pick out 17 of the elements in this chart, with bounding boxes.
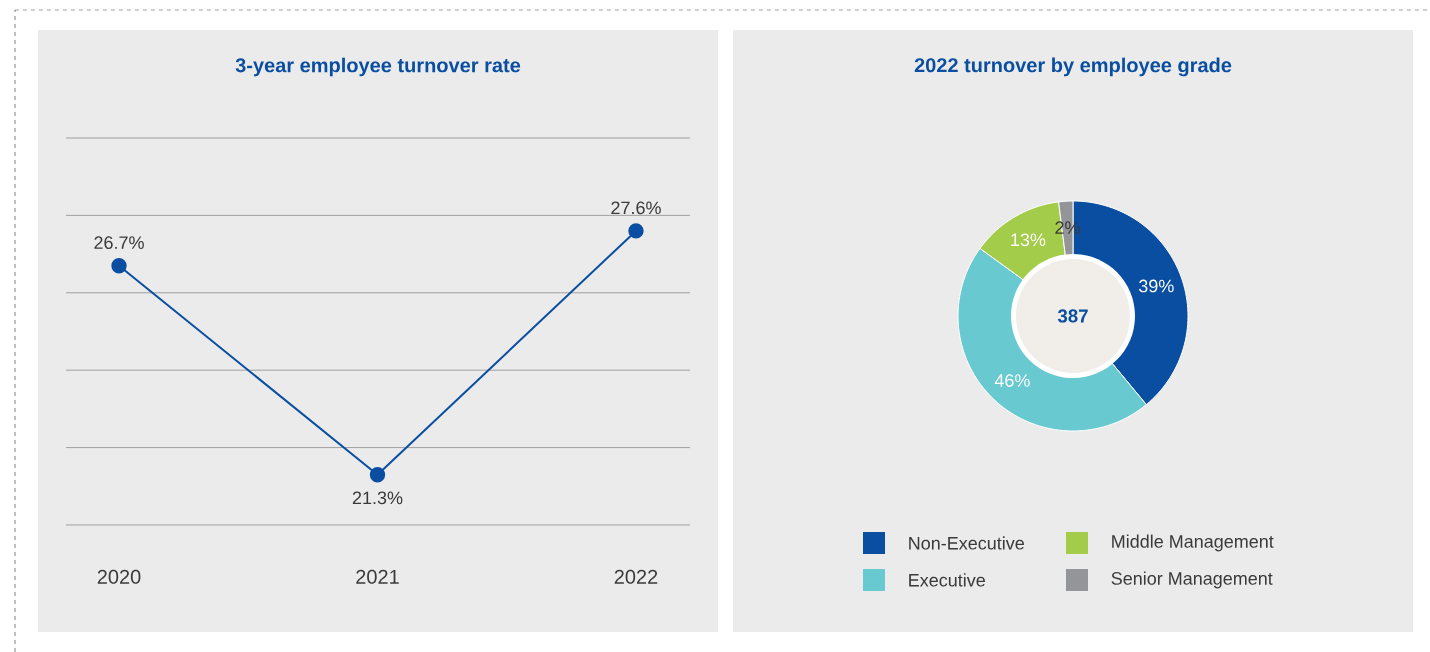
legend-label: Non-Executive: [909, 536, 1024, 550]
legend-label: Executive: [909, 573, 985, 587]
chart-title: 2022 turnover by employee grade: [914, 57, 1232, 77]
x-tick-label: 2020: [97, 569, 141, 584]
legend-label: Middle Management: [1112, 534, 1274, 552]
data-label: 21.3%: [352, 491, 403, 505]
legend-label: Senior Management: [1111, 571, 1273, 589]
data-label: 26.7%: [94, 236, 144, 250]
data-label: 13%: [1011, 233, 1046, 247]
x-tick-label: 2022: [614, 569, 658, 584]
data-label: 2%: [1055, 221, 1080, 234]
text: 387: [1057, 309, 1088, 323]
data-label: 46%: [994, 374, 1030, 387]
data-label: 27.6%: [611, 201, 661, 215]
data-label: 39%: [1139, 279, 1174, 293]
chart-title: 3-year employee turnover rate: [235, 57, 521, 77]
x-tick-label: 2021: [356, 569, 399, 584]
